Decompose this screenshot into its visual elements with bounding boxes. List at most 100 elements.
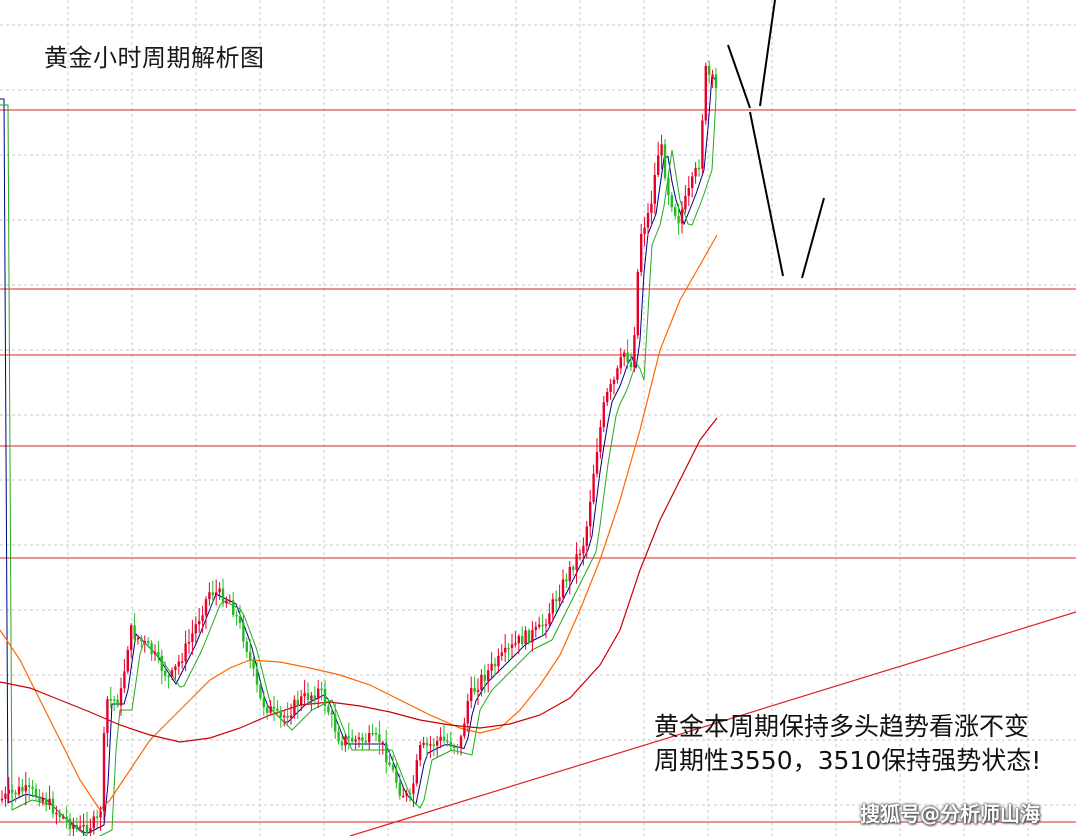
candle-body	[89, 828, 92, 834]
candle-body	[194, 624, 197, 634]
candle-body	[62, 816, 65, 819]
resistance-support-lines	[0, 109, 1076, 836]
candle-body	[493, 663, 497, 667]
candle-body	[252, 659, 255, 669]
chart-title: 黄金小时周期解析图	[44, 44, 265, 72]
candle-body	[85, 824, 89, 834]
candle-body	[585, 526, 588, 547]
candle-body	[419, 744, 422, 761]
candle-body	[225, 600, 228, 604]
candle-body	[116, 699, 119, 706]
candle-body	[300, 696, 303, 706]
candle-body	[106, 699, 109, 734]
candle-body	[684, 195, 687, 210]
candle-body	[72, 824, 75, 829]
candle-body	[606, 391, 609, 403]
candle-body	[41, 798, 44, 802]
candle-body	[453, 746, 456, 749]
candles	[0, 60, 718, 836]
candle-body	[334, 714, 337, 732]
candle-body	[167, 675, 170, 678]
candle-body	[674, 207, 677, 216]
candle-body	[143, 641, 146, 643]
candle-body	[480, 674, 483, 690]
candle-body	[147, 641, 150, 644]
candle-body	[306, 692, 310, 701]
candle-body	[55, 812, 58, 815]
candle-body	[364, 740, 367, 743]
candle-body	[466, 701, 469, 724]
candle-body	[102, 733, 106, 812]
candle-body	[534, 626, 537, 630]
candle-body	[164, 671, 167, 676]
candle-body	[616, 368, 619, 380]
candle-body	[323, 688, 327, 706]
candle-body	[48, 798, 51, 806]
candle-body	[279, 710, 282, 718]
candle-body	[109, 699, 112, 701]
candle-body	[531, 629, 534, 643]
candle-body	[381, 742, 384, 744]
candle-body	[208, 592, 211, 600]
candle-body	[351, 737, 354, 742]
candle-body	[221, 588, 225, 604]
candle-body	[555, 599, 558, 602]
candle-body	[92, 816, 95, 829]
candle-body	[317, 688, 320, 700]
candle-body	[483, 674, 486, 681]
candle-body	[354, 739, 357, 742]
candle-body	[408, 793, 412, 795]
candle-body	[266, 707, 269, 713]
candle-body	[623, 352, 626, 357]
candle-body	[170, 670, 174, 676]
candle-body	[303, 692, 306, 697]
candle-body	[113, 699, 116, 701]
candle-body	[150, 643, 153, 655]
candle-body	[24, 785, 27, 792]
candle-body	[640, 233, 643, 272]
candle-body	[7, 789, 10, 794]
candle-body	[157, 652, 160, 656]
candle-body	[21, 786, 24, 792]
candle-body	[657, 155, 660, 175]
candle-body	[262, 698, 265, 708]
candle-body	[602, 402, 605, 428]
candle-body	[68, 818, 72, 829]
forecast-zigzag	[727, 0, 825, 279]
candle-body	[191, 633, 194, 642]
candle-body	[79, 826, 82, 828]
candle-body	[204, 599, 208, 616]
candle-body	[31, 786, 34, 789]
candle-body	[245, 641, 248, 652]
candle-body	[527, 630, 531, 643]
candle-body	[242, 622, 245, 642]
candle-body	[249, 651, 252, 660]
candle-body	[337, 731, 340, 742]
candle-body	[374, 733, 378, 735]
candle-body	[368, 733, 371, 743]
candle-body	[313, 695, 316, 700]
candle-body	[439, 736, 442, 741]
candle-body	[521, 636, 524, 645]
candle-body	[561, 579, 565, 598]
candle-body	[235, 614, 238, 617]
candle-body	[395, 769, 398, 783]
candle-body	[293, 699, 296, 716]
candle-body	[34, 788, 38, 797]
candle-body	[442, 736, 446, 741]
trend-line	[349, 611, 1076, 836]
candle-body	[38, 796, 41, 802]
candle-body	[51, 798, 55, 814]
candle-body	[184, 643, 187, 662]
candle-body	[347, 736, 350, 738]
candle-body	[140, 637, 143, 642]
analysis-line-1: 黄金本周期保持多头趋势看涨不变	[654, 712, 1030, 741]
candle-body	[177, 661, 180, 667]
candle-body	[255, 668, 259, 685]
candle-body	[357, 737, 361, 740]
candle-body	[361, 737, 364, 741]
candle-body	[228, 600, 231, 602]
candle-body	[612, 379, 616, 385]
forecast-segment	[749, 111, 784, 277]
